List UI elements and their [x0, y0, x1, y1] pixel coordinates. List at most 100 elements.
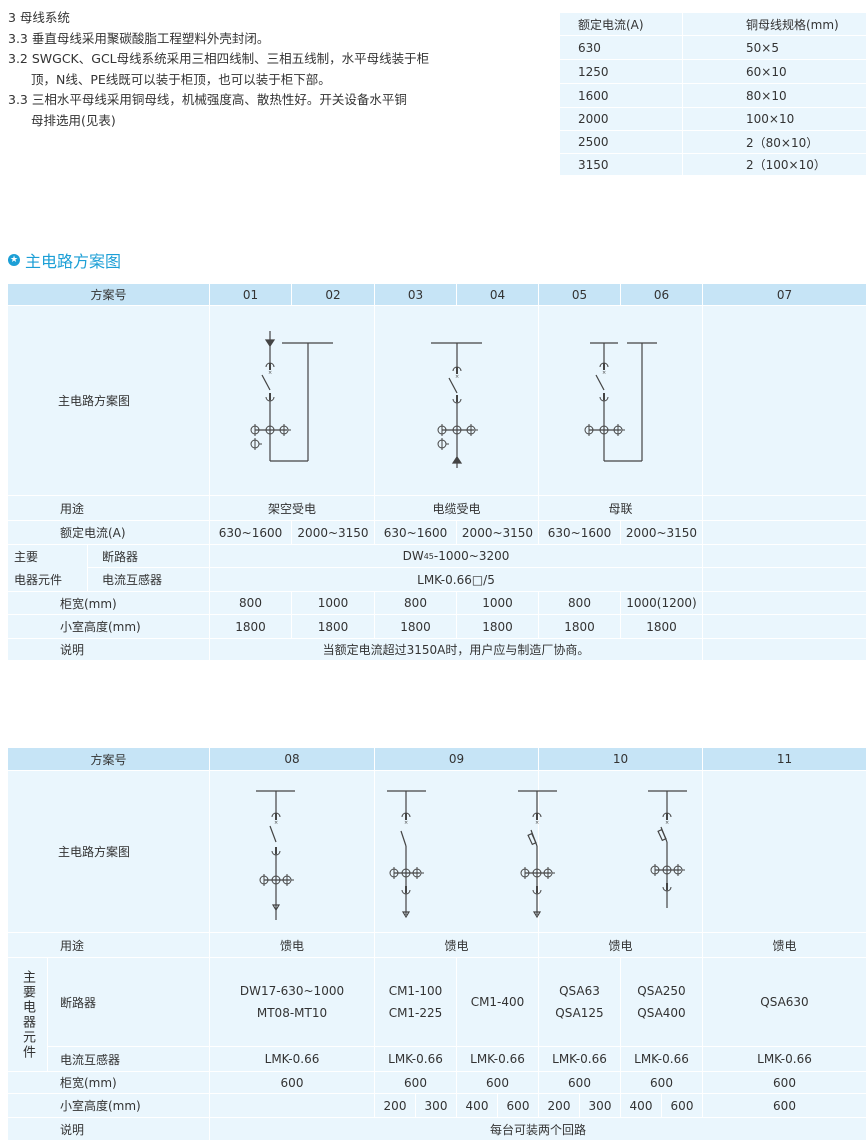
note-value: 每台可装两个回路: [210, 1118, 867, 1141]
empty-cell: [703, 592, 867, 615]
diagram-cell-03-04: [375, 306, 539, 496]
breaker-label: 断路器: [88, 545, 210, 568]
scheme-number: 08: [210, 748, 375, 771]
busbar-cell: 100×10: [683, 108, 867, 131]
use-value: 馈电: [210, 933, 375, 958]
busbar-header-spec: 铜母线规格(mm): [683, 13, 867, 36]
breaker-model: QSA63: [559, 984, 600, 998]
intro-line: 3.3 垂直母线采用聚碳酸脂工程塑料外壳封闭。: [8, 31, 270, 46]
ct-value: LMK-0.66: [375, 1047, 457, 1072]
scheme-number: 07: [703, 284, 867, 306]
diagram-label: 主电路方案图: [8, 771, 210, 933]
busbar-cell: 2（100×10）: [683, 154, 867, 176]
scheme-number: 01: [210, 284, 292, 306]
section-title: ★ 主电路方案图: [8, 248, 121, 272]
scheme-number: 11: [703, 748, 867, 771]
current-value: 2000~3150: [457, 521, 539, 545]
use-value: 电缆受电: [375, 496, 539, 521]
use-value: 架空受电: [210, 496, 375, 521]
height-value: 400: [621, 1094, 662, 1118]
height-value: 600: [703, 1094, 867, 1118]
note-label: 说明: [8, 639, 210, 661]
width-value: 1000: [292, 592, 375, 615]
width-value: 600: [621, 1072, 703, 1094]
height-value: 300: [580, 1094, 621, 1118]
breaker-model-sub: 45: [423, 551, 434, 561]
breaker-value: CM1-400: [457, 958, 539, 1047]
ct-value: LMK-0.66: [539, 1047, 621, 1072]
ct-value: LMK-0.66: [457, 1047, 539, 1072]
diagram-cell-07: [703, 306, 867, 496]
width-value: 800: [210, 592, 292, 615]
ct-label: 电流互感器: [88, 568, 210, 592]
use-value: 馈电: [375, 933, 539, 958]
busbar-cell: 630: [560, 36, 683, 60]
intro-line: 顶，N线、PE线既可以装于柜顶，也可以装于柜下部。: [31, 72, 331, 87]
height-value: 300: [416, 1094, 457, 1118]
section-title-text: 主电路方案图: [25, 252, 122, 271]
current-value: 630~1600: [210, 521, 292, 545]
breaker-range: -1000~3200: [433, 549, 510, 563]
busbar-cell: 1250: [560, 60, 683, 84]
note-value: 当额定电流超过3150A时，用户应与制造厂协商。: [210, 639, 703, 661]
ct-value: LMK-0.66□/5: [210, 568, 703, 592]
empty-cell: [703, 496, 867, 521]
intro-line: 母排选用(见表): [31, 113, 116, 128]
height-label: 小室高度(mm): [8, 615, 210, 639]
busbar-header-current: 额定电流(A): [560, 13, 683, 36]
busbar-cell: 1600: [560, 84, 683, 108]
height-value: 400: [457, 1094, 498, 1118]
breaker-label: 断路器: [48, 958, 210, 1047]
intro-line: 3.3 三相水平母线采用铜母线，机械强度高、散热性好。开关设备水平铜: [8, 92, 407, 107]
diagram-cell-10: [539, 771, 703, 933]
empty-cell: [210, 1094, 375, 1118]
main-components-label: 主要: [8, 545, 88, 568]
current-value: 2000~3150: [292, 521, 375, 545]
breaker-model: MT08-MT10: [256, 1006, 328, 1020]
ct-label: 电流互感器: [48, 1047, 210, 1072]
scheme-number: 10: [539, 748, 703, 771]
width-value: 600: [210, 1072, 375, 1094]
width-value: 1000: [457, 592, 539, 615]
use-value: 馈电: [703, 933, 867, 958]
width-value: 600: [457, 1072, 539, 1094]
width-value: 600: [375, 1072, 457, 1094]
breaker-value: DW17-630~1000 MT08-MT10: [210, 958, 375, 1047]
empty-cell: [703, 639, 867, 661]
scheme-number: 06: [621, 284, 703, 306]
scheme-label: 方案号: [8, 748, 210, 771]
current-value: 630~1600: [539, 521, 621, 545]
width-label: 柜宽(mm): [8, 592, 210, 615]
breaker-model: CM1-100: [388, 984, 443, 998]
breaker-value: QSA250 QSA400: [621, 958, 703, 1047]
height-label: 小室高度(mm): [8, 1094, 210, 1118]
breaker-model: QSA125: [555, 1006, 604, 1020]
height-value: 1800: [210, 615, 292, 639]
scheme-number: 02: [292, 284, 375, 306]
diagram-cell-01-02: [210, 306, 375, 496]
height-value: 200: [375, 1094, 416, 1118]
scheme-number: 03: [375, 284, 457, 306]
current-value: 2000~3150: [621, 521, 703, 545]
main-components-label: 主要电器元件: [8, 958, 48, 1072]
empty-cell: [703, 615, 867, 639]
height-value: 1800: [621, 615, 703, 639]
height-value: 200: [539, 1094, 580, 1118]
height-value: 1800: [457, 615, 539, 639]
breaker-value: DW 45 -1000~3200: [210, 545, 703, 568]
busbar-cell: 2（80×10）: [683, 131, 867, 154]
breaker-value: QSA63 QSA125: [539, 958, 621, 1047]
breaker-value: CM1-100 CM1-225: [375, 958, 457, 1047]
empty-cell: [703, 521, 867, 545]
width-value: 1000(1200): [621, 592, 703, 615]
diagram-cell-08: [210, 771, 375, 933]
scheme-label: 方案号: [8, 284, 210, 306]
diagram-cell-11: [703, 771, 867, 933]
diagram-label: 主电路方案图: [8, 306, 210, 496]
current-value: 630~1600: [375, 521, 457, 545]
busbar-cell: 50×5: [683, 36, 867, 60]
height-value: 600: [662, 1094, 703, 1118]
intro-heading: 3 母线系统: [8, 10, 70, 25]
height-value: 1800: [375, 615, 457, 639]
width-value: 600: [539, 1072, 621, 1094]
